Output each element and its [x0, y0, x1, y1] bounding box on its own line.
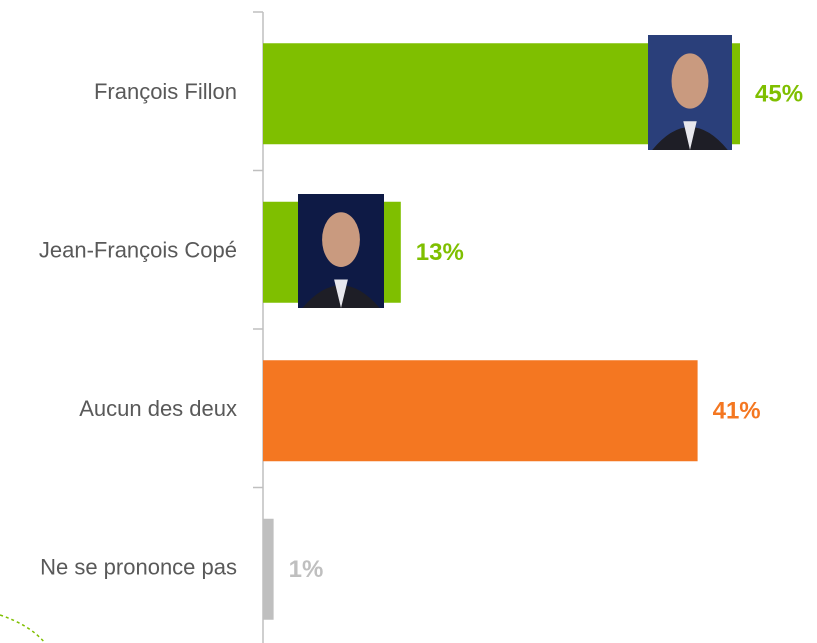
bar [263, 518, 274, 620]
photo-head [671, 53, 709, 109]
photo-head [322, 212, 360, 267]
category-label: Aucun des deux [79, 396, 237, 421]
photo-shirt [334, 279, 348, 308]
decoration [0, 614, 46, 643]
photos [298, 35, 732, 308]
bar [263, 360, 698, 462]
value-label: 45% [755, 81, 803, 108]
photo-shirt [683, 121, 697, 150]
value-label: 41% [713, 398, 761, 425]
value-label: 13% [416, 239, 464, 266]
value-label: 1% [289, 556, 324, 583]
category-label: François Fillon [94, 79, 237, 104]
category-label: Jean-François Copé [39, 238, 237, 263]
category-label: Ne se prononce pas [40, 555, 237, 580]
